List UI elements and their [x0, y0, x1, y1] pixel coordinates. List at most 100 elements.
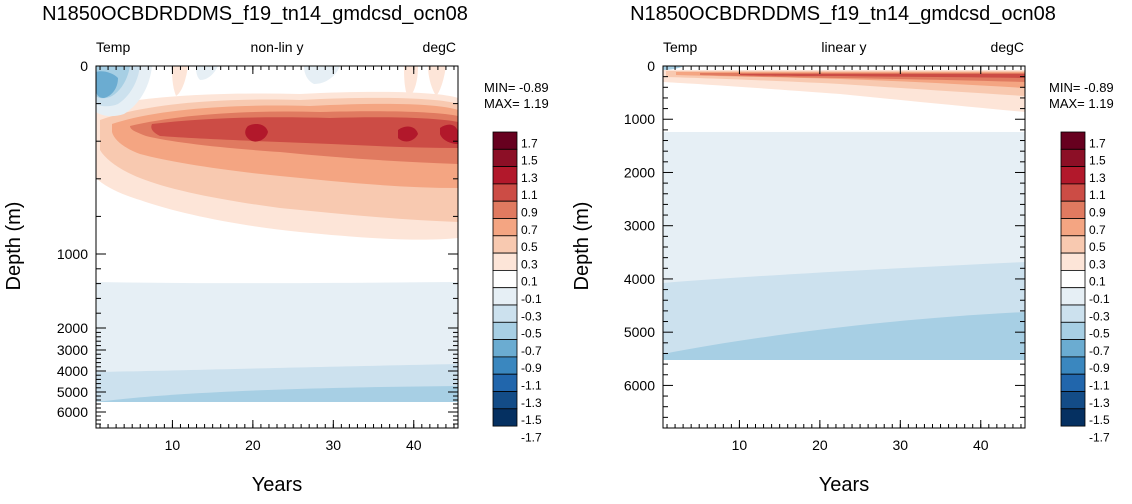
y-tick-label: 0	[80, 58, 88, 74]
contour-band-neg05	[663, 312, 1025, 360]
y-tick-label: 2000	[624, 164, 655, 180]
subtitle-right: degC	[991, 39, 1024, 55]
colorbar-swatch	[1060, 148, 1086, 168]
colorbar-label: -0.5	[521, 327, 542, 341]
surface-cold	[663, 66, 684, 70]
colorbar-label: 1.3	[1089, 171, 1106, 185]
colorbar-swatch	[492, 321, 518, 340]
colorbar-swatch	[1060, 321, 1086, 340]
colorbar-label: -1.7	[521, 430, 542, 444]
colorbar-label: 0.1	[1089, 275, 1106, 289]
surface-cold-4	[96, 71, 118, 98]
colorbar-label: 0.1	[521, 275, 538, 289]
x-tick-label: 20	[812, 437, 828, 453]
subtitle-left: Temp	[96, 39, 130, 55]
x-tick-label: 40	[973, 437, 989, 453]
colorbar-label: 1.7	[521, 136, 538, 150]
colorbar-swatch	[492, 252, 518, 271]
colorbar-label: 1.1	[1089, 188, 1106, 202]
y-tick-label: 5000	[57, 384, 88, 400]
min-label: MIN= -0.89	[484, 80, 549, 95]
colorbar-swatch	[1060, 252, 1086, 271]
colorbar-swatch	[492, 269, 518, 289]
colorbar-swatch	[492, 408, 518, 427]
colorbar-label: 1.7	[1089, 136, 1106, 150]
colorbar-label: -0.9	[521, 361, 542, 375]
colorbar-swatch	[492, 183, 518, 202]
x-tick-label: 20	[245, 437, 261, 453]
colorbar-swatch	[1060, 269, 1086, 289]
contour-band-11	[245, 124, 268, 142]
colorbar-swatch	[1060, 304, 1086, 323]
subtitle-center: linear y	[821, 39, 866, 55]
colorbar-swatch	[1060, 373, 1086, 392]
colorbar-swatch	[1060, 131, 1086, 150]
colorbar-swatch	[1060, 235, 1086, 254]
y-tick-label: 4000	[57, 363, 88, 379]
contour-band-09	[740, 74, 1025, 78]
y-tick-label: 2000	[57, 320, 88, 336]
colorbar-label: 0.3	[521, 257, 538, 271]
colorbar-swatch	[1060, 408, 1086, 427]
contour-band-11b	[398, 126, 418, 142]
panel-title: N1850OCBDRDDMS_f19_tn14_gmdcsd_ocn08	[630, 3, 1056, 25]
colorbar-label: 0.5	[521, 240, 538, 254]
colorbar-label: 1.1	[521, 188, 538, 202]
colorbar-label: 1.5	[1089, 154, 1106, 168]
y-axis-label: Depth (m)	[571, 202, 593, 291]
colorbar: 1.7 1.5 1.3 1.1 0.9 0.7 0.5 0.3 0.1 -0.1 -0.3 -0.5 -…	[1060, 131, 1110, 444]
x-tick-label: 40	[406, 437, 422, 453]
panel-right: N1850OCBDRDDMS_f19_tn14_gmdcsd_ocn08 Tem…	[571, 3, 1114, 496]
colorbar-label: 0.7	[521, 223, 538, 237]
colorbar-swatch	[492, 304, 518, 323]
colorbar-swatch	[1060, 218, 1086, 237]
colorbar-swatch	[492, 235, 518, 254]
colorbar-label: -0.7	[1089, 344, 1110, 358]
y-tick-label: 3000	[57, 342, 88, 358]
y-tick-label: 3000	[624, 218, 655, 234]
colorbar-label: -1.3	[1089, 396, 1110, 410]
colorbar-swatch	[1060, 339, 1086, 358]
x-axis-label: Years	[252, 474, 302, 496]
colorbar-swatch	[1060, 183, 1086, 202]
y-tick-label: 4000	[624, 271, 655, 287]
colorbar-label: 0.3	[1089, 257, 1106, 271]
colorbar-label: 1.3	[521, 171, 538, 185]
max-label: MAX= 1.19	[1049, 96, 1114, 111]
colorbar-label: -0.5	[1089, 327, 1110, 341]
colorbar-label: -0.1	[521, 292, 542, 306]
y-tick-label: 1000	[57, 246, 88, 262]
colorbar-label: 1.5	[521, 154, 538, 168]
y-tick-label: 6000	[624, 377, 655, 393]
colorbar-label: -0.7	[521, 344, 542, 358]
contour-band-11c	[440, 124, 458, 144]
colorbar-swatch	[1060, 166, 1086, 185]
contour-fill	[96, 66, 459, 428]
colorbar-label: -1.3	[521, 396, 542, 410]
colorbar-label: -1.7	[1089, 430, 1110, 444]
colorbar: 1.7 1.5 1.3 1.1 0.9 0.7 0.5 0.3 0.1 -0.1 -0.3 -0.5 -…	[492, 131, 542, 444]
subtitle-center: non-lin y	[251, 39, 304, 55]
colorbar-label: -1.5	[1089, 413, 1110, 427]
colorbar-label: 0.7	[1089, 223, 1106, 237]
colorbar-label: -0.3	[1089, 309, 1110, 323]
contour-band-09	[151, 117, 459, 148]
min-label: MIN= -0.89	[1049, 80, 1114, 95]
colorbar-label: -0.1	[1089, 292, 1110, 306]
y-tick-label: 1000	[624, 111, 655, 127]
panel-left: N1850OCBDRDDMS_f19_tn14_gmdcsd_ocn08 Tem…	[3, 3, 549, 496]
surface-cool-2	[304, 66, 340, 84]
contour-band-neg05	[96, 386, 458, 402]
contour-fill	[663, 66, 1025, 428]
x-tick-label: 10	[165, 437, 181, 453]
colorbar-swatch	[492, 339, 518, 358]
max-label: MAX= 1.19	[484, 96, 549, 111]
colorbar-label: -0.3	[521, 309, 542, 323]
y-tick-label: 0	[647, 58, 655, 74]
colorbar-swatch	[492, 131, 518, 150]
colorbar-swatch	[1060, 356, 1086, 375]
panel-title: N1850OCBDRDDMS_f19_tn14_gmdcsd_ocn08	[42, 3, 468, 25]
colorbar-swatch	[492, 373, 518, 392]
surface-warm-3	[428, 66, 446, 96]
